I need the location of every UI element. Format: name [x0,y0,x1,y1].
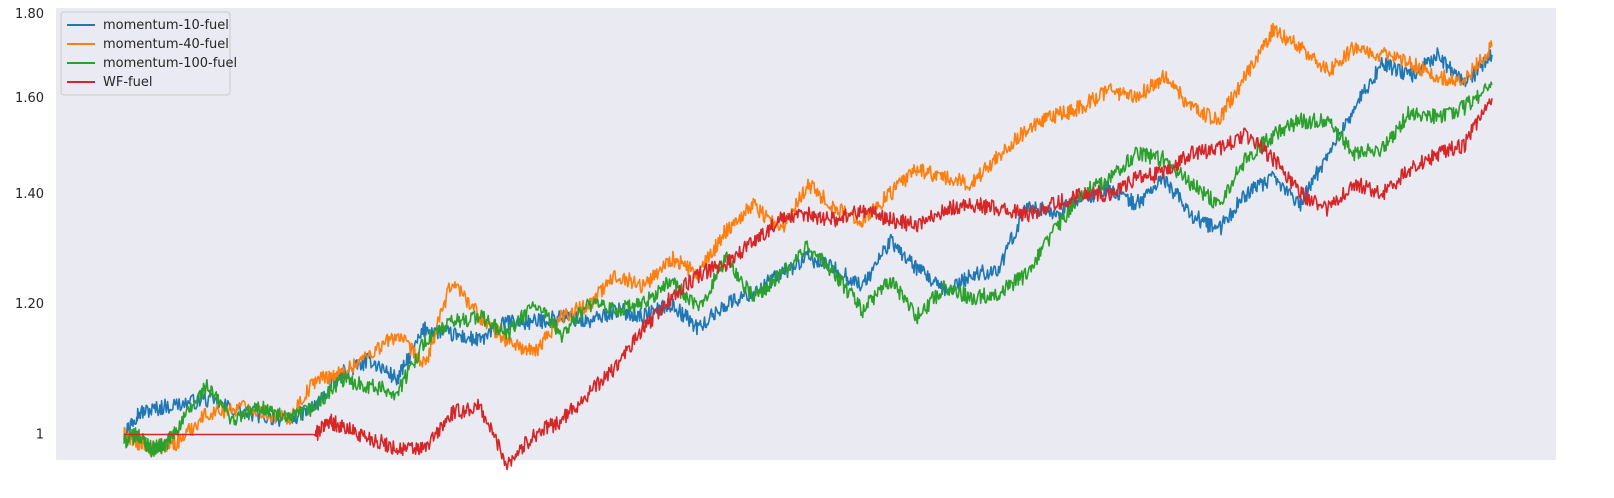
y-tick-label: 1 [36,428,44,443]
y-tick-label: 1.40 [15,187,44,202]
legend-label-WF-fuel: WF-fuel [103,75,152,90]
legend-label-momentum-40-fuel: momentum-40-fuel [103,37,229,52]
y-axis: 1 1.20 1.40 1.60 1.80 [15,7,44,443]
plot-background [56,8,1556,460]
series-line-momentum-10-fuel [123,47,1493,442]
series-line-momentum-40-fuel [123,22,1493,457]
series-line-WF-fuel [124,98,1493,471]
y-tick-label: 1.20 [15,297,44,312]
y-tick-label: 1.80 [15,7,44,22]
legend-label-momentum-100-fuel: momentum-100-fuel [103,56,237,71]
legend-label-momentum-10-fuel: momentum-10-fuel [103,18,229,33]
legend: momentum-10-fuel momentum-40-fuel momentum… [60,11,237,96]
legend-box [60,11,231,96]
series-group [123,22,1493,471]
series-line-momentum-100-fuel [123,81,1493,458]
y-tick-label: 1.60 [15,91,44,106]
